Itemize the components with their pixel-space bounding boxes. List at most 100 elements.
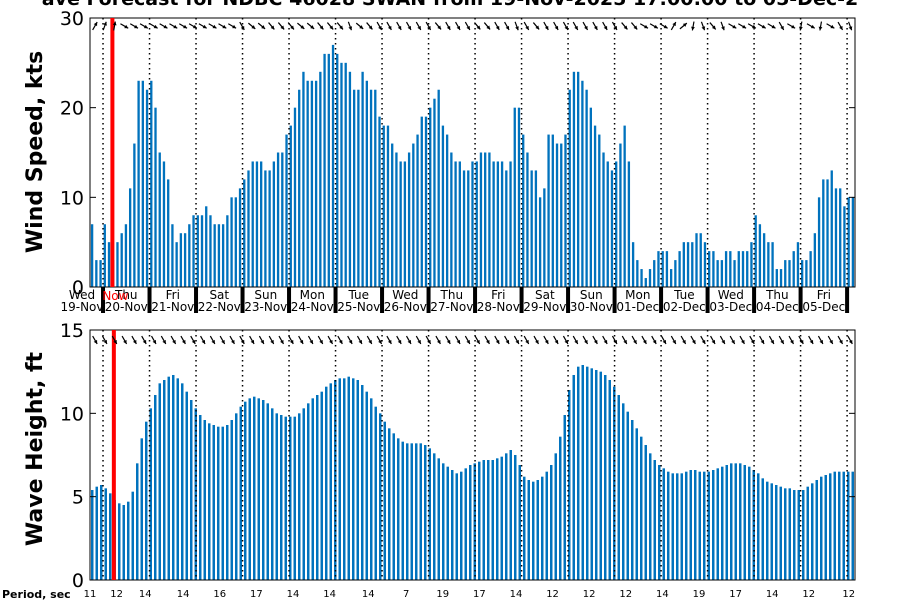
bar-wave-90 xyxy=(496,458,499,580)
wind-direction-arrow-icon xyxy=(160,335,167,345)
y-tick-label: 10 xyxy=(60,403,84,425)
bar-wind-78 xyxy=(420,116,423,287)
wind-direction-arrow-icon xyxy=(257,22,266,30)
bar-wave-73 xyxy=(419,443,422,580)
bar-wind-50 xyxy=(302,71,305,287)
bar-wind-73 xyxy=(399,161,402,287)
bar-wave-162 xyxy=(820,476,823,580)
bar-wave-0 xyxy=(91,490,94,580)
wind-direction-arrow-icon xyxy=(249,335,255,345)
day-of-week-label: Thu xyxy=(765,288,789,302)
bar-wave-26 xyxy=(208,423,211,580)
day-separator xyxy=(705,287,710,313)
bar-wind-3 xyxy=(103,224,106,287)
wind-direction-arrow-icon xyxy=(582,335,589,345)
bar-wind-92 xyxy=(479,152,483,287)
period-label: 12 xyxy=(110,589,123,600)
bar-wind-136 xyxy=(665,251,669,287)
bar-wind-146 xyxy=(708,251,711,287)
wind-direction-arrow-icon xyxy=(278,335,285,345)
wind-direction-arrow-icon xyxy=(218,23,227,29)
bar-wave-15 xyxy=(158,383,161,580)
wind-direction-arrow-icon xyxy=(150,335,157,345)
bar-wind-131 xyxy=(644,278,647,287)
bar-wave-84 xyxy=(469,465,472,580)
y-tick-label: 15 xyxy=(60,320,84,342)
day-separator xyxy=(659,287,664,313)
wind-direction-arrow-icon xyxy=(277,22,285,30)
y-tick-label: 5 xyxy=(72,487,84,509)
wind-direction-arrow-icon xyxy=(630,22,638,30)
bar-wave-70 xyxy=(406,443,409,580)
bar-wave-31 xyxy=(230,420,233,580)
period-label: 12 xyxy=(619,589,632,600)
bar-wave-150 xyxy=(766,481,769,580)
bar-wind-7 xyxy=(120,233,123,287)
period-label: 17 xyxy=(473,589,486,600)
bar-wind-1 xyxy=(95,260,98,287)
wind-direction-arrow-icon xyxy=(719,335,726,345)
bar-wind-163 xyxy=(779,269,783,287)
wind-direction-arrow-icon xyxy=(131,335,137,345)
bar-wind-6 xyxy=(116,242,119,287)
bar-wave-144 xyxy=(739,463,742,580)
bar-wind-121 xyxy=(602,152,605,287)
wind-direction-arrow-icon xyxy=(317,335,324,345)
bar-wave-154 xyxy=(784,488,787,580)
bar-wind-23 xyxy=(188,224,191,287)
bar-wind-20 xyxy=(175,242,178,287)
bar-wave-14 xyxy=(154,395,157,580)
date-label: 23-Nov xyxy=(244,300,287,314)
wind-direction-arrow-icon xyxy=(188,23,198,29)
bar-wave-166 xyxy=(838,471,841,580)
bar-wind-74 xyxy=(403,161,407,287)
bar-wind-167 xyxy=(796,242,800,287)
bar-wind-111 xyxy=(560,143,563,287)
day-separator xyxy=(380,287,385,313)
bar-wind-38 xyxy=(251,161,254,287)
wind-direction-arrow-icon xyxy=(749,335,755,345)
bar-wave-64 xyxy=(379,413,382,580)
bar-wave-140 xyxy=(721,466,724,580)
bar-wave-30 xyxy=(226,425,229,580)
bar-wind-102 xyxy=(522,134,525,287)
wind-direction-arrow-icon xyxy=(415,335,422,345)
wind-direction-arrow-icon xyxy=(434,22,442,30)
y-tick-label: 10 xyxy=(60,187,84,209)
wind-direction-arrow-icon xyxy=(228,23,237,29)
bar-wave-44 xyxy=(289,416,292,580)
wind-direction-arrow-icon xyxy=(239,21,245,31)
wind-direction-arrow-icon xyxy=(592,21,598,31)
wind-direction-arrow-icon xyxy=(288,335,294,345)
bar-wave-164 xyxy=(829,473,832,580)
bar-wave-79 xyxy=(446,466,449,580)
date-label: 01-Dec xyxy=(616,300,659,314)
bar-wave-117 xyxy=(617,395,620,580)
bar-wind-173 xyxy=(822,179,825,287)
wind-direction-arrow-icon xyxy=(837,21,844,31)
bar-wind-68 xyxy=(378,116,381,287)
wind-direction-arrow-icon xyxy=(572,21,579,31)
bar-wind-69 xyxy=(382,125,385,287)
wind-direction-arrow-icon xyxy=(258,335,265,345)
wind-direction-arrow-icon xyxy=(659,23,668,29)
day-separator xyxy=(240,287,245,313)
bar-wave-169 xyxy=(851,471,854,580)
wind-direction-arrow-icon xyxy=(102,21,107,31)
wind-direction-arrow-icon xyxy=(806,23,816,29)
wind-direction-arrow-icon xyxy=(307,335,314,345)
bar-wave-148 xyxy=(757,473,760,580)
wind-direction-arrow-icon xyxy=(679,22,688,30)
bar-wave-101 xyxy=(545,471,548,580)
bar-wave-55 xyxy=(338,378,341,580)
bar-wind-169 xyxy=(805,260,808,287)
period-label: 12 xyxy=(583,589,596,600)
bar-wind-64 xyxy=(361,71,364,287)
period-axis: 11 12 14 14 16 17 14 14 14 7 19 17 14 12 12 12 14 19 17 14 1… xyxy=(84,589,855,600)
bar-wind-127 xyxy=(627,161,631,287)
period-label: 14 xyxy=(323,589,336,600)
bar-wind-98 xyxy=(505,170,508,287)
period-label: 14 xyxy=(510,589,523,600)
bar-wave-21 xyxy=(185,391,188,580)
wind-direction-arrow-icon xyxy=(405,335,412,345)
